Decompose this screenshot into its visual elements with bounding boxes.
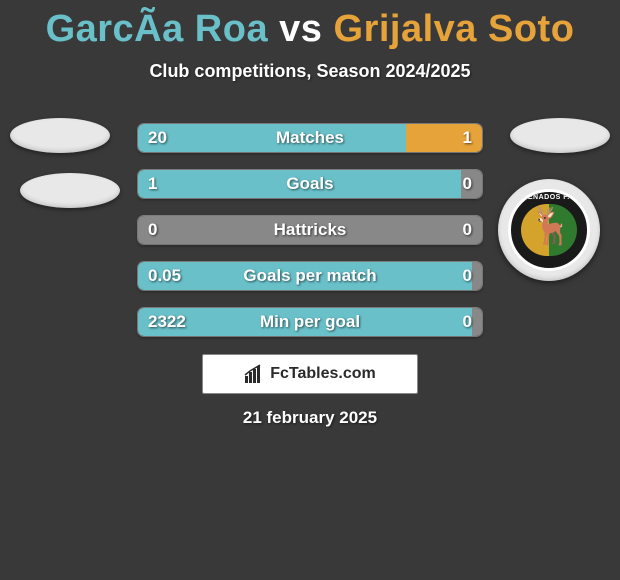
player2-club-badge: VENADOS F.C 🦌 xyxy=(498,179,600,281)
stat-bar: 23220Min per goal xyxy=(138,308,482,336)
bar-label: Goals per match xyxy=(138,266,482,286)
player2-name: Grijalva Soto xyxy=(334,8,575,50)
bar-label: Min per goal xyxy=(138,312,482,332)
stat-bar: 10Goals xyxy=(138,170,482,198)
ellipse-shape xyxy=(20,173,120,208)
stat-bar: 00Hattricks xyxy=(138,216,482,244)
stat-bar: 201Matches xyxy=(138,124,482,152)
bar-label: Hattricks xyxy=(138,220,482,240)
stat-bars: 201Matches 10Goals 00Hattricks 0.050Goals p… xyxy=(138,124,482,354)
stat-bar: 0.050Goals per match xyxy=(138,262,482,290)
ellipse-shape xyxy=(10,118,110,153)
deer-icon: 🦌 xyxy=(529,208,574,244)
bar-label: Goals xyxy=(138,174,482,194)
bar-chart-icon xyxy=(244,364,266,384)
snapshot-date: 21 february 2025 xyxy=(0,408,620,428)
player1-avatar-group xyxy=(10,118,120,208)
badge-inner: VENADOS F.C 🦌 xyxy=(508,189,590,271)
vs-text: vs xyxy=(279,8,322,50)
source-attribution: FcTables.com xyxy=(202,354,418,394)
badge-club-text: VENADOS F.C xyxy=(511,194,587,201)
bar-label: Matches xyxy=(138,128,482,148)
comparison-title: GarcÃ­a Roa vs Grijalva Soto xyxy=(0,0,620,51)
source-text: FcTables.com xyxy=(270,365,376,383)
player1-name: GarcÃ­a Roa xyxy=(46,8,269,50)
subtitle: Club competitions, Season 2024/2025 xyxy=(0,61,620,82)
badge-outer: VENADOS F.C 🦌 xyxy=(498,179,600,281)
ellipse-shape xyxy=(510,118,610,153)
